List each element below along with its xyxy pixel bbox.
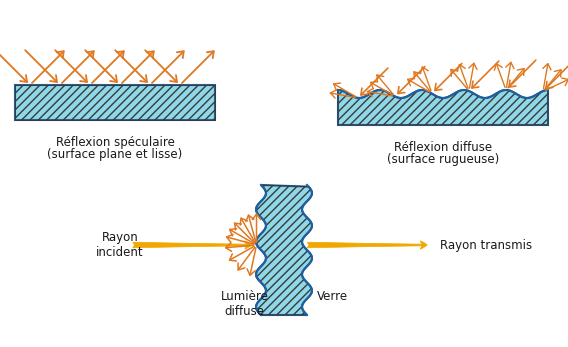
Text: Lumière
diffuse: Lumière diffuse (220, 290, 269, 318)
PathPatch shape (256, 185, 312, 315)
Text: Rayon
incident: Rayon incident (96, 231, 144, 259)
Text: Réflexion spéculaire: Réflexion spéculaire (56, 136, 174, 149)
Text: (surface rugueuse): (surface rugueuse) (387, 153, 499, 166)
Text: Rayon transmis: Rayon transmis (440, 238, 532, 252)
Bar (15, 85, 215, 120)
Text: Réflexion diffuse: Réflexion diffuse (394, 141, 492, 154)
Bar (15, 85, 215, 120)
PathPatch shape (338, 90, 548, 125)
Text: (surface plane et lisse): (surface plane et lisse) (47, 148, 183, 161)
Text: Verre: Verre (317, 290, 348, 304)
